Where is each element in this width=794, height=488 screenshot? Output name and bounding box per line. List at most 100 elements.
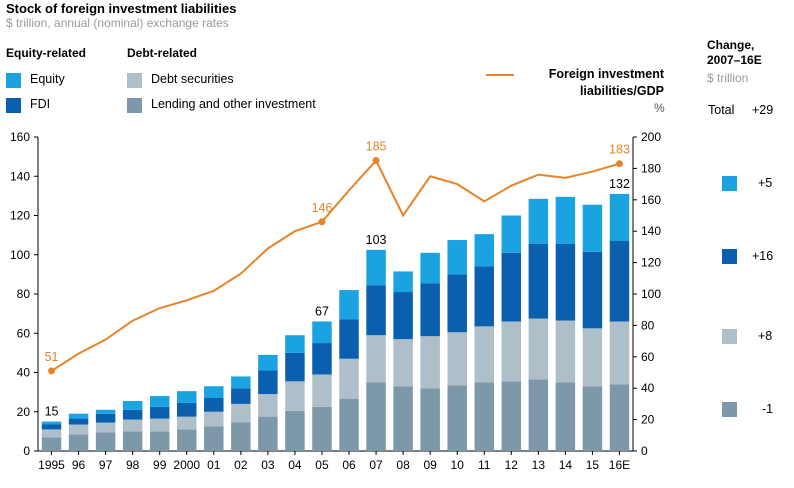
ratio-point-label: 51: [45, 350, 59, 364]
bar-segment: [501, 321, 522, 382]
x-tick-label: 13: [532, 458, 546, 472]
bar-segment: [582, 204, 603, 252]
x-tick-label: 12: [505, 458, 519, 472]
bar-segment: [339, 358, 359, 399]
bar-segment: [231, 403, 251, 423]
ratio-point: [48, 367, 56, 375]
legend-line-label-1: Foreign investment: [548, 67, 664, 81]
bar-segment: [149, 431, 170, 451]
y-right-tick-label: 140: [641, 224, 661, 238]
bar-segment: [528, 318, 549, 380]
bar-segment: [312, 374, 332, 407]
x-tick-label: 01: [207, 458, 221, 472]
bar-segment: [122, 419, 143, 432]
bar-segment: [41, 429, 62, 438]
bar-segment: [258, 354, 278, 371]
bar-segment: [204, 426, 224, 451]
bar-segment: [582, 386, 603, 451]
change-value-debt-securities: +8: [758, 329, 773, 343]
change-swatch-lending: [722, 402, 737, 417]
bar-segment: [204, 411, 224, 427]
legend-line-swatch: [486, 74, 514, 76]
change-heading: Change, 2007–16E: [707, 38, 762, 68]
bar-segment: [95, 413, 116, 423]
bar-segment: [528, 198, 549, 244]
change-heading-1: Change,: [707, 38, 755, 52]
bar-segment: [285, 410, 305, 451]
bar-segment: [122, 409, 143, 420]
change-total-value: +29: [752, 103, 774, 117]
legend-label-equity: Equity: [30, 72, 65, 86]
bar-segment: [393, 271, 413, 293]
bar-segment: [474, 234, 494, 267]
x-tick-label: 2000: [173, 458, 200, 472]
change-value-equity: +5: [758, 176, 773, 190]
y-left-tick-label: 120: [10, 209, 30, 223]
change-swatch-fdi: [722, 249, 737, 264]
bar-segment: [366, 382, 386, 451]
y-right-tick-label: 160: [641, 193, 661, 207]
change-value-lending: -1: [762, 402, 774, 416]
y-left-tick-label: 140: [10, 169, 30, 183]
bar-segment: [95, 409, 116, 414]
legend-line-label-2: liabilities/GDP: [579, 84, 664, 98]
bar-segment: [420, 283, 440, 337]
bar-segment: [528, 379, 549, 451]
ratio-point: [615, 160, 623, 168]
x-tick-label: 06: [342, 458, 356, 472]
change-value-fdi: +16: [752, 249, 774, 263]
y-right-tick-label: 200: [641, 130, 661, 144]
x-tick-label: 16E: [609, 458, 630, 472]
bar-segment: [149, 396, 170, 407]
x-tick-label: 15: [586, 458, 600, 472]
bar-segment: [339, 319, 359, 359]
bar-segment: [501, 381, 522, 451]
bar-segment: [339, 290, 359, 320]
bar-segment: [41, 424, 62, 430]
right-axis-unit: %: [654, 101, 665, 115]
x-tick-label: 1995: [38, 458, 65, 472]
y-right-tick-label: 80: [641, 318, 655, 332]
y-left-tick-label: 80: [17, 287, 31, 301]
x-tick-label: 96: [72, 458, 86, 472]
change-swatch-equity: [722, 176, 737, 191]
x-tick-label: 05: [315, 458, 329, 472]
bar-segment: [609, 241, 630, 322]
y-left-tick-label: 40: [17, 366, 31, 380]
y-left-tick-label: 160: [10, 130, 30, 144]
y-left-tick-label: 20: [17, 405, 31, 419]
change-heading-2: 2007–16E: [707, 53, 762, 67]
legend-swatch-equity: [6, 73, 21, 88]
bar-segment: [393, 292, 413, 340]
bar-segment: [204, 398, 224, 412]
bar-segment: [68, 413, 89, 419]
ratio-point: [318, 218, 326, 226]
bar-segment: [447, 385, 467, 451]
x-tick-label: 04: [288, 458, 302, 472]
legend-group-debt: Debt-related: [127, 46, 198, 60]
bar-segment: [420, 252, 440, 284]
chart-title: Stock of foreign investment liabilities: [6, 1, 237, 16]
x-tick-label: 02: [234, 458, 248, 472]
y-right-tick-label: 120: [641, 256, 661, 270]
bar-segment: [474, 326, 494, 383]
legend-line-label: Foreign investment liabilities/GDP: [549, 66, 664, 100]
bar-segment: [231, 376, 251, 389]
legend-label-fdi: FDI: [30, 97, 51, 111]
bar-total-label: 67: [315, 304, 329, 318]
ratio-point-label: 146: [312, 201, 333, 215]
bar-segment: [177, 391, 197, 403]
bar-segment: [122, 431, 143, 451]
bar-segment: [447, 332, 467, 386]
bar-segment: [366, 249, 386, 286]
bar-segment: [501, 215, 522, 253]
bar-segment: [41, 437, 62, 451]
y-right-tick-label: 0: [641, 444, 648, 458]
bar-total-label: 103: [366, 233, 387, 247]
bar-segment: [555, 382, 576, 451]
y-right-tick-label: 100: [641, 287, 661, 301]
bar-segment: [258, 370, 278, 395]
chart-subtitle: $ trillion, annual (nominal) exchange ra…: [6, 16, 229, 30]
bar-segment: [149, 406, 170, 419]
